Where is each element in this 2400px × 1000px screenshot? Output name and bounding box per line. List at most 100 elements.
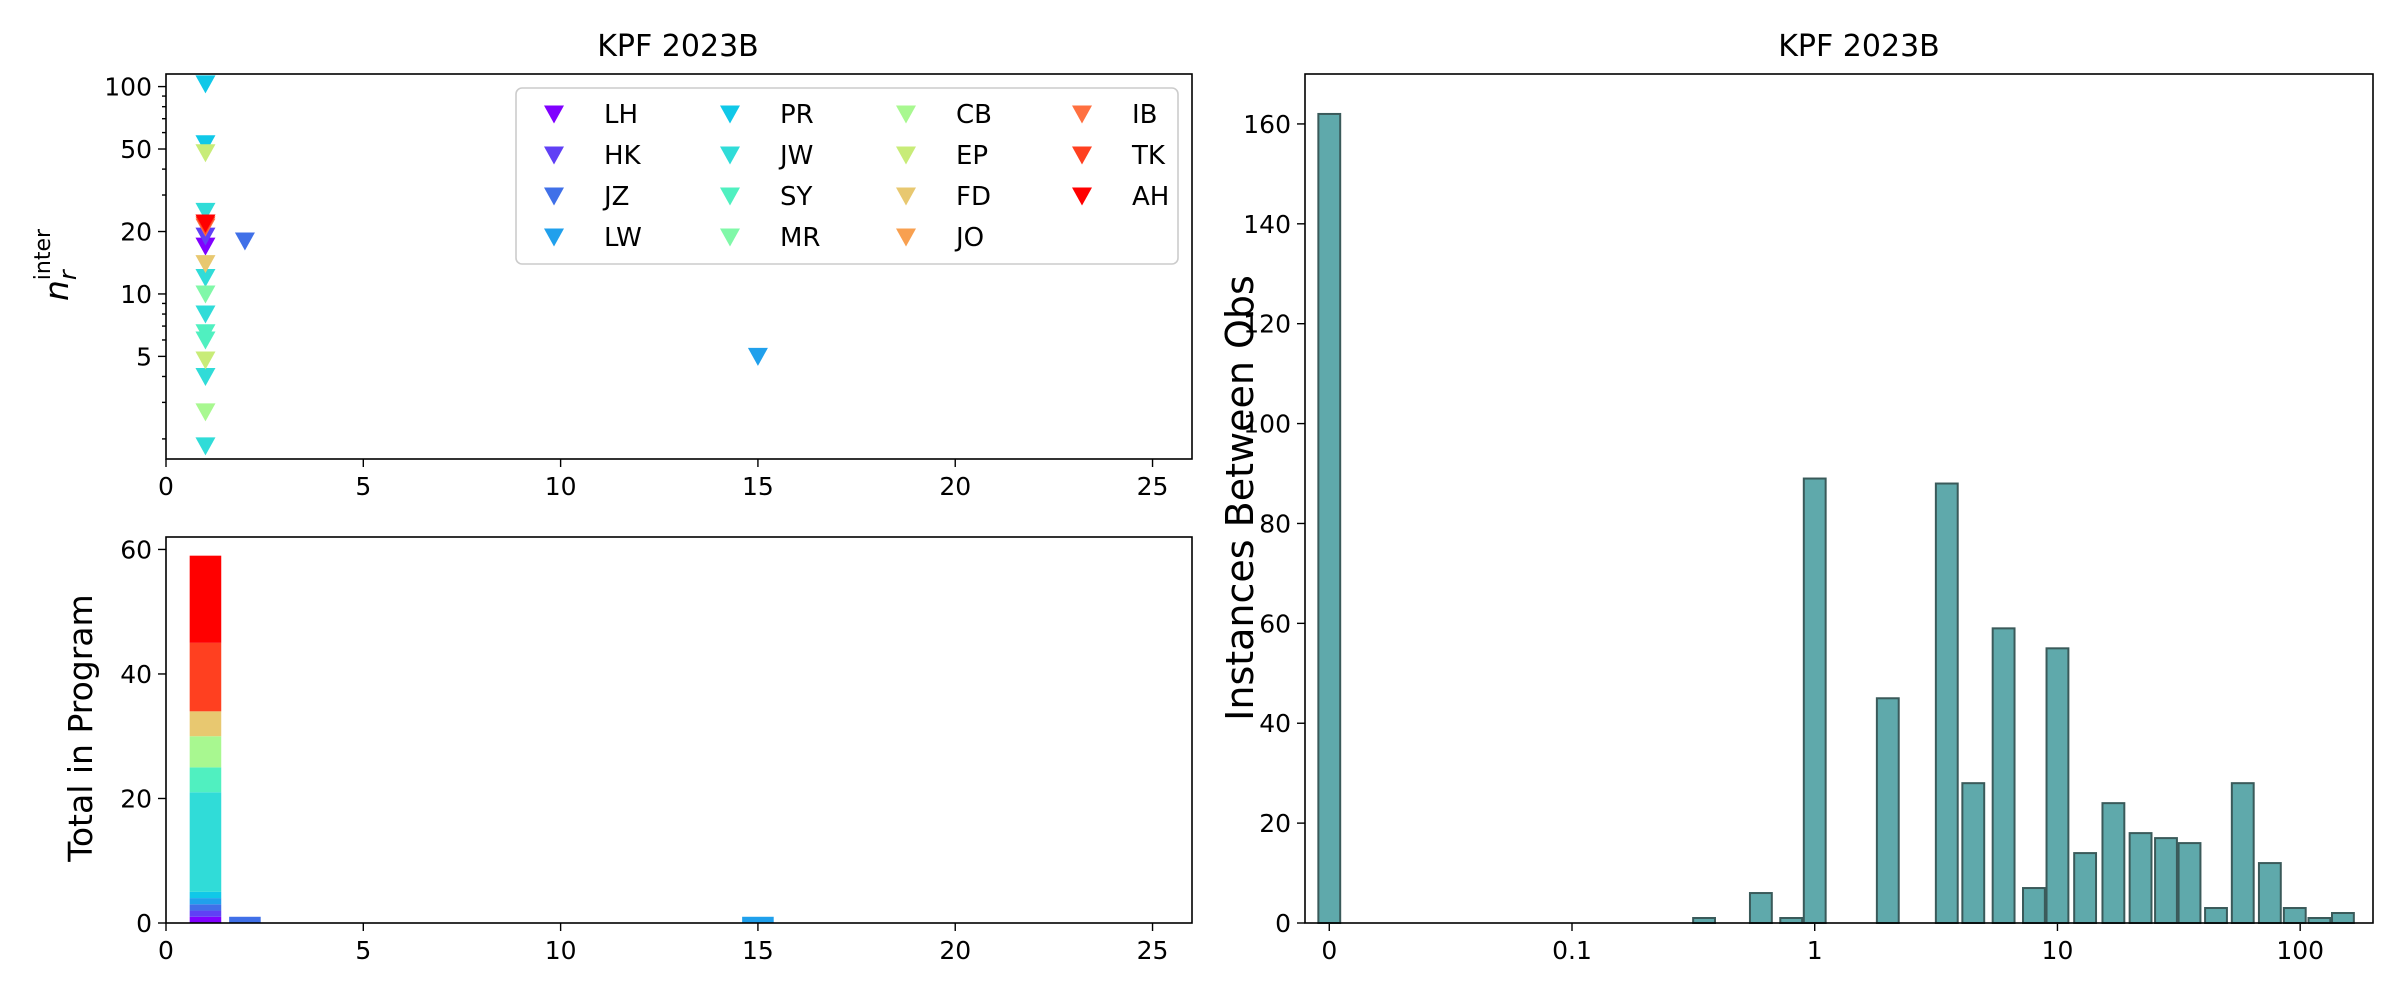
scatter-ytick-label: 50 [120,135,152,164]
histogram-bar [2230,782,2255,925]
legend-label: PR [780,100,814,130]
scatter-point-hk [195,227,216,246]
legend-marker [544,146,564,165]
scatter-ylabel-sub: r [54,268,82,280]
legend-item-jw: JW [720,141,813,171]
legend-item-lh: LH [544,100,638,130]
legend-item-hk: HK [544,141,642,171]
legend-marker [544,228,564,247]
scatter-ytick-label: 5 [136,342,152,371]
stacked-xtick-label: 20 [939,936,971,965]
scatter-point-jw [195,305,216,324]
histogram-bar [2154,837,2178,924]
legend-marker [1072,146,1092,165]
scatter-ytick-label: 100 [104,73,152,102]
scatter-point-jw [195,202,216,221]
scatter-xtick-label: 25 [1137,472,1169,501]
legend-label: AH [1132,182,1169,212]
histogram-ytick-label: 160 [1243,110,1291,139]
histogram-ylabel: Instances Between Obs [1218,275,1262,721]
histogram-bar [1961,782,1986,925]
histogram-ytick-label: 100 [1243,410,1291,439]
scatter-xtick-label: 15 [742,472,774,501]
stacked-ytick-label: 0 [136,909,152,938]
histogram-panel: KPF 2023B Instances Between Obs 0 20 40 60 8… [1218,29,2374,965]
stacked-ytick-label: 40 [120,660,152,689]
histogram-bar [2022,887,2046,925]
scatter-ylabel-sup: inter [31,228,56,280]
legend-marker [720,187,740,206]
legend-marker [720,105,740,124]
scatter-point-pr [195,75,216,94]
histogram-bar [2045,647,2070,925]
scatter-point-ah [195,214,216,233]
scatter-point-ep [195,144,216,163]
legend-label: HK [604,141,642,171]
stacked-bar-segment-sy [189,767,222,793]
histogram-bar [1317,112,1342,924]
stacked-bar-segment-lh [189,916,222,923]
histogram-bar [2282,907,2307,924]
stacked-xtick-label: 10 [545,936,577,965]
legend-marker [720,146,740,165]
stacked-bar-segment-lw [742,916,774,923]
histogram-axes-frame [1304,73,2374,924]
scatter-point-lh [195,237,216,256]
stacked-ytick-label: 20 [120,784,152,813]
histogram-xtick-label: 0 [1321,936,1337,965]
legend-item-cb: CB [896,100,992,130]
scatter-xtick-label: 10 [545,472,577,501]
histogram-ytick-label: 40 [1259,709,1291,738]
legend-label: LH [604,100,638,130]
scatter-point-jw [195,437,216,456]
legend-marker [896,187,916,206]
stacked-bar-segment-fd [189,711,222,737]
scatter-xtick-label: 5 [355,472,371,501]
legend-label: JW [778,141,813,171]
scatter-legend-box [515,87,1179,265]
legend-label: IB [1132,100,1158,130]
scatter-axes-frame [165,73,1193,460]
legend-label: EP [956,141,988,171]
scatter-point-ep [195,351,216,370]
stacked-xtick-label: 5 [355,936,371,965]
legend-item-mr: MR [720,223,821,253]
scatter-ylabel-main: n [37,280,76,301]
histogram-bar [1802,477,1827,924]
legend-item-fd: FD [896,182,991,212]
legend-marker [896,146,916,165]
stacked-bar-segment-hk [189,910,222,917]
stacked-xtick-label: 25 [1137,936,1169,965]
legend-item-ib: IB [1072,100,1158,130]
legend-label: TK [1131,141,1166,171]
scatter-panel: KPF 2023B nrinter 0 5 10 15 20 25 5 10 20 50 100 L… [31,29,1193,501]
stacked-ylabel: Total in Program [61,594,100,862]
legend-item-jz: JZ [544,182,629,212]
scatter-point-cb [195,403,216,422]
scatter-legend: LH HK JZ LW PR JW SY MR CB EP FD JO IB TK AH [515,87,1179,265]
histogram-ytick-label: 20 [1259,809,1291,838]
legend-item-ep: EP [896,141,988,171]
histogram-ytick-label: 80 [1259,509,1291,538]
scatter-point-mr [195,285,216,304]
legend-label: LW [604,223,642,253]
histogram-xtick-label: 100 [2276,936,2324,965]
legend-marker [896,228,916,247]
legend-label: CB [956,100,992,130]
histogram-ytick-label: 140 [1243,210,1291,239]
histogram-xtick-label: 0.1 [1552,936,1592,965]
scatter-point-jz [234,232,255,251]
histogram-bar [1991,627,2016,924]
scatter-plot-area: 0 5 10 15 20 25 5 10 20 50 100 [104,73,1168,501]
scatter-point-sy [195,331,216,350]
legend-marker [544,105,564,124]
stacked-bar-segment-tk [189,642,222,712]
legend-marker [1072,187,1092,206]
stacked-bar-segment-lw [189,898,222,905]
histogram-bar [2331,912,2355,925]
stacked-xtick-label: 15 [742,936,774,965]
legend-marker [720,228,740,247]
histogram-bar [1875,697,1900,924]
stacked-ytick-label: 60 [120,535,152,564]
histogram-ytick-label: 120 [1243,310,1291,339]
